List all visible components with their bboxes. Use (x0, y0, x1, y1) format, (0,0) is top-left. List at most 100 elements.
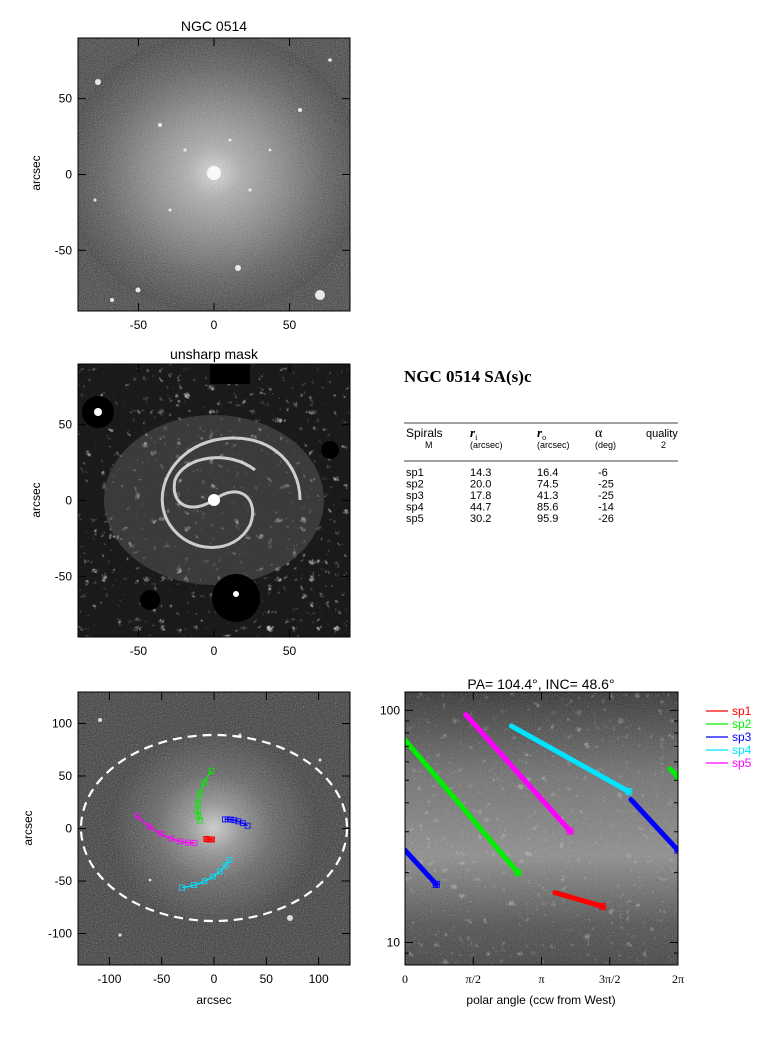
overlay-xlabel: arcsec (196, 993, 231, 1007)
overlay-arm-marker-sp5 (177, 838, 184, 845)
unsharp-arms (160, 436, 302, 549)
polar-xtick-label-0: 0 (402, 972, 408, 986)
overlay-xtick-label-2: 0 (211, 972, 218, 986)
polar-line-sp3-wrap (628, 797, 678, 853)
unsharp-xtick-label-0: -50 (130, 644, 148, 658)
overlay-arm-marker-sp5 (168, 835, 175, 842)
overlay-arm-marker-sp2 (201, 780, 207, 786)
row-ri-sp1: 14.3 (470, 467, 491, 479)
spiral-info-table: NGC 0514 SA(s)c Spirals M ri (arcsec) ro… (404, 367, 678, 525)
row-name-sp2: sp2 (406, 479, 424, 491)
overlay-ytick-label-3: -50 (55, 874, 73, 888)
row-alpha-sp4: -14 (598, 502, 614, 514)
overlay-arm-marker-sp3 (231, 817, 238, 824)
polar-xlabel: polar angle (ccw from West) (466, 993, 615, 1007)
header-alpha: α (595, 426, 603, 441)
galaxy-image-panel: NGC 0514 -50 0 50 50 0 -50 arcsec (29, 18, 351, 332)
legend-label-sp2: sp2 (732, 717, 752, 731)
row-alpha-sp3: -25 (598, 490, 614, 502)
overlay-xtick-label-1: -50 (153, 972, 171, 986)
header-ro: ro (537, 425, 546, 442)
overlay-arm-marker-sp5 (133, 812, 140, 819)
field-stars (93, 58, 332, 302)
overlay-arm-sp5 (136, 815, 195, 844)
overlay-arm-marker-sp5 (191, 839, 198, 846)
row-ri-sp2: 20.0 (470, 479, 491, 491)
polar-ytick-label-0: 10 (387, 936, 401, 950)
row-ri-sp4: 44.7 (470, 502, 491, 514)
polar-line-sp3 (405, 847, 439, 887)
overlay-xtick-label-0: -100 (97, 972, 121, 986)
overlay-arm-sp4 (181, 859, 231, 889)
polar-axes: 0 π/2 π 3π/2 2π 10 100 (380, 692, 684, 986)
polar-line-sp2 (405, 737, 521, 876)
image-ytick-label-0: 50 (59, 92, 73, 106)
polar-xtick-label-3: 3π/2 (599, 972, 620, 986)
unsharp-ytick-label-0: 50 (59, 418, 73, 432)
row-name-sp4: sp4 (406, 502, 424, 514)
overlay-arm-marker-sp5 (146, 823, 153, 830)
polar-xtick-label-1: π/2 (466, 972, 481, 986)
masked-regions (82, 364, 339, 622)
row-ro-sp2: 74.5 (537, 479, 558, 491)
spiral-overlay-panel: -100 -50 0 50 100 100 50 0 -50 -100 arcsec arcsec (21, 691, 351, 1007)
overlay-arm-marker-sp5 (158, 830, 164, 837)
polar-chart-title: PA= 104.4°, INC= 48.6° (467, 676, 614, 692)
row-ro-sp3: 41.3 (537, 490, 558, 502)
row-ro-sp5: 95.9 (537, 513, 558, 525)
polar-line-sp1 (552, 890, 606, 909)
header-ri-unit: (arcsec) (470, 440, 503, 450)
legend-label-sp3: sp3 (732, 730, 752, 744)
row-ro-sp4: 85.6 (537, 502, 558, 514)
overlay-xtick-label-4: 100 (309, 972, 329, 986)
image-xtick-label-1: 0 (211, 318, 218, 332)
polar-marker-sp2 (514, 869, 522, 877)
row-ro-sp1: 16.4 (537, 467, 558, 479)
overlay-arm-marker-sp1 (203, 835, 210, 842)
polar-line-sp4 (508, 723, 632, 795)
header-quality-value: 2 (661, 440, 666, 450)
row-alpha-sp2: -25 (598, 479, 614, 491)
overlay-arm-marker-sp4 (217, 868, 223, 875)
overlay-arm-marker-sp4 (201, 878, 208, 885)
masked-star-cores (94, 408, 239, 597)
image-axes: -50 0 50 50 0 -50 (55, 38, 350, 332)
polar-xtick-label-2: π (538, 972, 544, 986)
polar-marker-sp4 (625, 788, 633, 796)
overlay-ytick-label-2: 0 (65, 822, 72, 836)
row-name-sp1: sp1 (406, 467, 424, 479)
overlay-arm-marker-sp2 (208, 767, 215, 774)
overlay-arm-marker-sp3 (244, 822, 251, 829)
overlay-arm-marker-sp3 (224, 816, 231, 823)
image-xtick-label-2: 50 (283, 318, 297, 332)
polar-marker-sp3 (432, 880, 440, 888)
overlay-arm-marker-sp2 (197, 817, 203, 824)
unsharp-axes: -50 0 50 50 0 -50 (55, 364, 350, 658)
overlay-arm-marker-sp2 (194, 807, 201, 813)
header-ro-unit: (arcsec) (537, 440, 570, 450)
polar-line-sp2-wrap (667, 766, 678, 779)
row-name-sp3: sp3 (406, 490, 424, 502)
row-alpha-sp1: -6 (598, 467, 608, 479)
overlay-arm-marker-sp3 (227, 816, 234, 823)
overlay-ytick-label-1: 50 (59, 769, 73, 783)
header-alpha-unit: (deg) (595, 440, 616, 450)
image-ytick-label-2: -50 (55, 243, 73, 257)
overlay-arm-marker-sp3 (235, 818, 242, 825)
overlay-axes: -100 -50 0 50 100 100 50 0 -50 -100 (48, 692, 350, 986)
image-ylabel: arcsec (29, 155, 43, 190)
polar-series-lines (405, 712, 678, 910)
header-quality: quality (646, 428, 678, 440)
overlay-stars (98, 718, 322, 937)
unsharp-mask-panel: unsharp mask -50 0 50 50 0 -50 arcsec (29, 346, 351, 658)
overlay-arm-marker-sp2 (195, 813, 202, 819)
spiral-arm-fits (133, 767, 251, 891)
header-ri: ri (470, 425, 478, 442)
overlay-arm-marker-sp4 (222, 862, 229, 869)
overlay-arm-marker-sp2 (196, 790, 203, 797)
polar-projection-panel: PA= 104.4°, INC= 48.6° 0 π/2 π 3π/2 2π10100 … (380, 676, 752, 1007)
overlay-xtick-label-3: 50 (260, 972, 274, 986)
image-ytick-label-1: 0 (65, 168, 72, 182)
